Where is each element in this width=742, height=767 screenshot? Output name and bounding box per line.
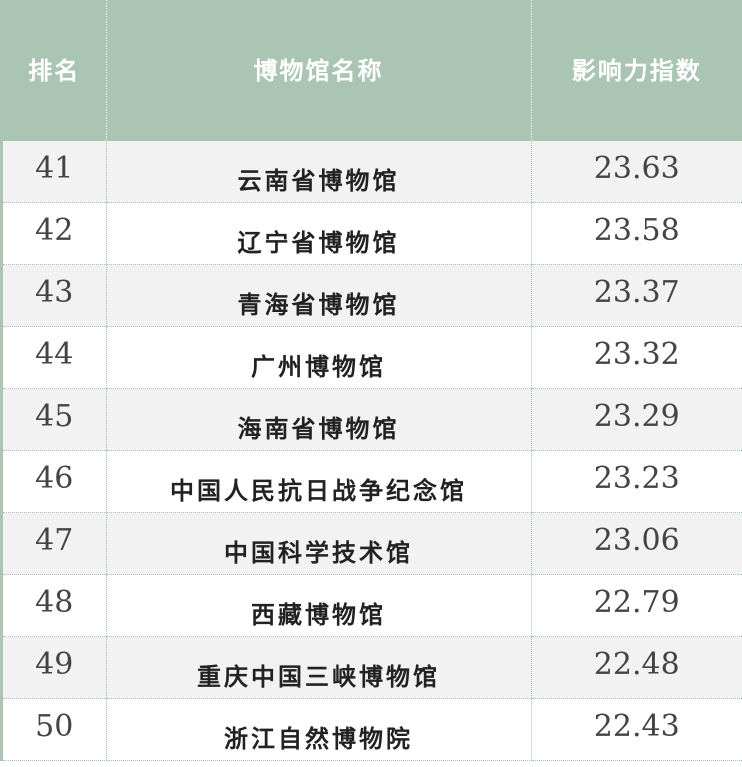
table-row: 42 辽宁省博物馆 23.58 bbox=[3, 202, 742, 265]
rank-cell: 47 bbox=[3, 512, 106, 575]
table-row: 48 西藏博物馆 22.79 bbox=[3, 574, 742, 637]
museum-name-cell: 中国科学技术馆 bbox=[105, 512, 531, 575]
rank-cell: 45 bbox=[3, 388, 106, 451]
rank-cell: 49 bbox=[3, 636, 106, 699]
score-cell: 23.58 bbox=[530, 202, 742, 265]
museum-name-cell: 中国人民抗日战争纪念馆 bbox=[105, 450, 531, 513]
museum-name-cell: 云南省博物馆 bbox=[105, 141, 531, 203]
table-row: 49 重庆中国三峡博物馆 22.48 bbox=[3, 636, 742, 699]
table-row: 43 青海省博物馆 23.37 bbox=[3, 264, 742, 327]
rank-cell: 50 bbox=[3, 698, 106, 761]
table-row: 41 云南省博物馆 23.63 bbox=[3, 141, 742, 203]
table-row: 44 广州博物馆 23.32 bbox=[3, 326, 742, 389]
header-score: 影响力指数 bbox=[530, 0, 742, 141]
score-cell: 23.06 bbox=[530, 512, 742, 575]
museum-ranking-table: 排名 博物馆名称 影响力指数 41 云南省博物馆 23.63 42 辽宁省博物馆 23.5… bbox=[3, 0, 742, 761]
rank-cell: 44 bbox=[3, 326, 106, 389]
museum-name-cell: 辽宁省博物馆 bbox=[105, 202, 531, 265]
score-cell: 23.32 bbox=[530, 326, 742, 389]
museum-name-cell: 海南省博物馆 bbox=[105, 388, 531, 451]
rank-cell: 43 bbox=[3, 264, 106, 327]
museum-name-cell: 浙江自然博物院 bbox=[105, 698, 531, 761]
table-body: 41 云南省博物馆 23.63 42 辽宁省博物馆 23.58 43 青海省博物馆 23.37 4… bbox=[3, 141, 742, 761]
table-row: 47 中国科学技术馆 23.06 bbox=[3, 512, 742, 575]
rank-cell: 41 bbox=[3, 141, 106, 203]
museum-name-cell: 西藏博物馆 bbox=[105, 574, 531, 637]
table-row: 45 海南省博物馆 23.29 bbox=[3, 388, 742, 451]
score-cell: 22.43 bbox=[530, 698, 742, 761]
table-row: 50 浙江自然博物院 22.43 bbox=[3, 698, 742, 761]
score-cell: 22.79 bbox=[530, 574, 742, 637]
score-cell: 23.29 bbox=[530, 388, 742, 451]
rank-cell: 48 bbox=[3, 574, 106, 637]
museum-name-cell: 青海省博物馆 bbox=[105, 264, 531, 327]
score-cell: 23.23 bbox=[530, 450, 742, 513]
museum-name-cell: 广州博物馆 bbox=[105, 326, 531, 389]
score-cell: 23.63 bbox=[530, 141, 742, 203]
museum-name-cell: 重庆中国三峡博物馆 bbox=[105, 636, 531, 699]
score-cell: 23.37 bbox=[530, 264, 742, 327]
header-rank: 排名 bbox=[3, 0, 106, 141]
rank-cell: 46 bbox=[3, 450, 106, 513]
table-row: 46 中国人民抗日战争纪念馆 23.23 bbox=[3, 450, 742, 513]
header-name: 博物馆名称 bbox=[105, 0, 531, 141]
rank-cell: 42 bbox=[3, 202, 106, 265]
score-cell: 22.48 bbox=[530, 636, 742, 699]
table-header: 排名 博物馆名称 影响力指数 bbox=[3, 0, 742, 141]
